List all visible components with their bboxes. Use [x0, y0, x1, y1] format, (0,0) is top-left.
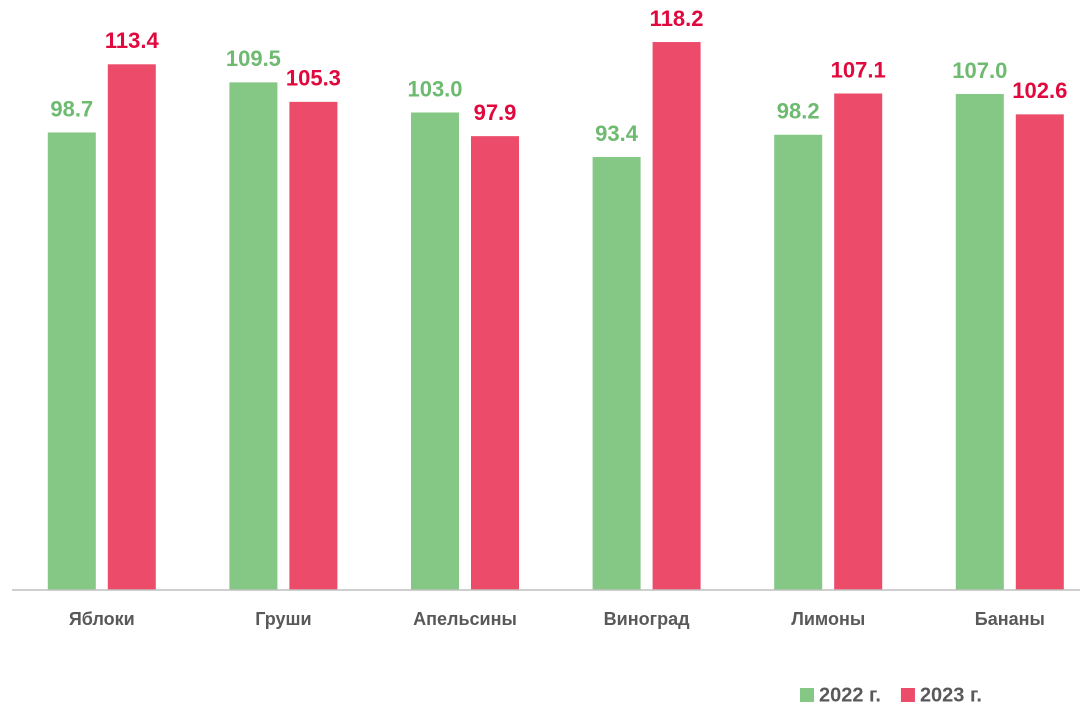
legend-label: 2023 г. [920, 684, 982, 706]
data-label: 98.7 [50, 96, 93, 121]
data-label: 118.2 [650, 6, 704, 31]
bar [229, 82, 278, 590]
bar [47, 132, 96, 591]
bar [411, 112, 459, 591]
data-label: 113.4 [105, 28, 160, 53]
x-tick-label: Лимоны [791, 609, 865, 629]
bar [955, 93, 1004, 591]
x-tick-label: Яблоки [69, 609, 135, 629]
legend-swatch [900, 688, 915, 702]
legend-label: 2022 г. [819, 684, 881, 706]
x-tick-label: Виноград [604, 609, 690, 629]
x-tick-label: Бананы [975, 609, 1045, 629]
data-label: 98.2 [777, 99, 820, 124]
data-label: 93.4 [595, 121, 639, 146]
bar [834, 93, 883, 590]
bar [774, 134, 823, 590]
data-label: 103.0 [407, 76, 462, 101]
bar [652, 42, 701, 591]
data-label: 107.0 [952, 58, 1007, 83]
bar [289, 101, 338, 591]
bar [592, 157, 641, 590]
data-label: 109.5 [226, 46, 281, 71]
x-tick-label: Груши [255, 609, 311, 629]
data-label: 102.6 [1012, 78, 1067, 103]
bar [107, 64, 156, 590]
legend-swatch [800, 688, 814, 702]
data-label: 105.3 [286, 66, 341, 91]
x-tick-label: Апельсины [413, 609, 517, 629]
bar [471, 136, 519, 590]
data-label: 107.1 [831, 57, 886, 82]
bar [1015, 114, 1064, 591]
data-label: 97.9 [474, 100, 517, 125]
